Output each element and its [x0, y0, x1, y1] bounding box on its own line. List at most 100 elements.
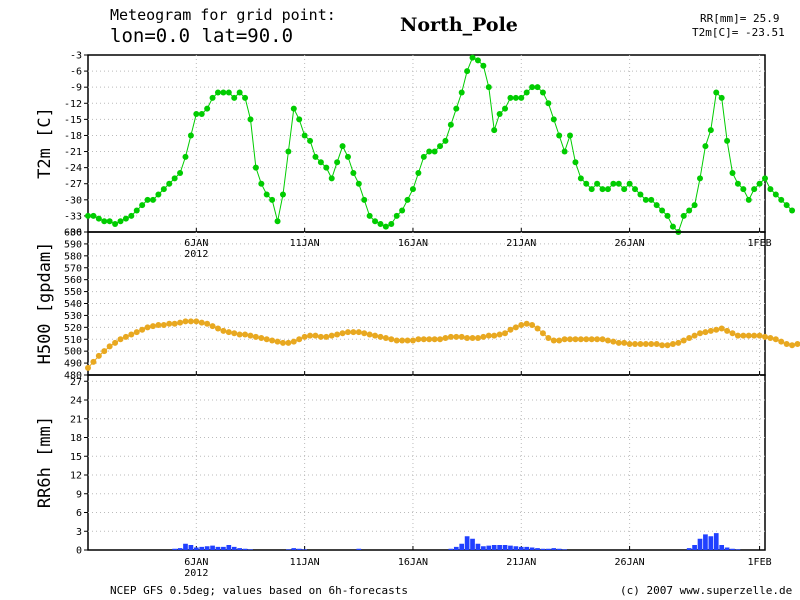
precip-bar: [724, 547, 730, 550]
data-point: [144, 196, 151, 203]
data-point: [225, 329, 232, 336]
data-point: [686, 335, 693, 342]
data-point: [718, 325, 725, 332]
y-tick-label: -33: [64, 211, 82, 222]
precip-bar: [204, 546, 210, 550]
precip-bar: [546, 548, 551, 550]
data-point: [664, 212, 671, 219]
data-point: [366, 331, 373, 338]
data-point: [171, 320, 178, 327]
data-point: [567, 132, 574, 139]
data-point: [762, 175, 768, 182]
y-tick-label: 560: [64, 275, 82, 286]
data-point: [317, 159, 324, 166]
precip-bar: [210, 545, 215, 550]
data-point: [637, 341, 644, 348]
y-tick-label: -36: [64, 228, 82, 239]
precip-bar: [513, 546, 519, 550]
precip-bar: [183, 543, 188, 550]
data-point: [177, 170, 184, 176]
x-date-label: 16JAN: [398, 557, 428, 568]
data-point: [328, 175, 335, 182]
data-point: [323, 333, 330, 340]
data-point: [366, 212, 373, 219]
precip-bar: [486, 545, 492, 550]
data-point: [404, 337, 411, 344]
data-point: [588, 336, 595, 343]
precip-bar: [481, 546, 486, 550]
data-point: [751, 332, 758, 339]
data-point: [680, 337, 687, 344]
t2m-panel: -3 -6 -9 -12 -15 -18 -21 -24 -27 -30 -33 -36 T2m [C]: [35, 51, 796, 239]
data-point: [95, 215, 102, 222]
data-point: [236, 89, 243, 96]
data-point: [372, 218, 379, 225]
data-point: [713, 326, 720, 333]
data-point: [263, 191, 270, 198]
data-point: [431, 148, 438, 155]
data-point: [279, 339, 286, 346]
data-point: [778, 196, 785, 203]
precip-bar: [464, 536, 470, 550]
data-point: [242, 331, 249, 338]
y-tick-label: 480: [64, 371, 82, 382]
data-point: [290, 105, 297, 112]
data-point: [442, 335, 449, 342]
data-point: [339, 330, 346, 337]
data-point: [409, 186, 416, 193]
data-point: [772, 336, 779, 343]
data-point: [382, 223, 389, 230]
y-axis-label: T2m [C]: [35, 107, 55, 179]
data-point: [734, 180, 741, 187]
x-date-label: 11JAN: [290, 238, 320, 249]
data-point: [193, 111, 200, 117]
data-point: [697, 175, 704, 182]
data-point: [697, 330, 704, 337]
data-point: [794, 341, 800, 348]
data-point: [539, 330, 546, 337]
precip-bar: [713, 533, 719, 550]
y-tick-label: -30: [64, 195, 82, 206]
precip-bar: [497, 545, 502, 550]
data-point: [393, 212, 400, 219]
precip-bar: [703, 534, 708, 550]
data-point: [751, 186, 758, 193]
data-point: [680, 212, 687, 219]
data-point: [626, 180, 633, 187]
data-point: [458, 333, 465, 340]
data-point: [312, 153, 319, 160]
y-tick-label: 540: [64, 299, 82, 310]
data-point: [529, 321, 536, 328]
data-point: [307, 332, 314, 339]
data-point: [588, 186, 595, 193]
data-point: [632, 186, 639, 193]
data-point: [518, 94, 525, 101]
data-point: [350, 329, 357, 336]
data-point: [285, 148, 292, 155]
data-point: [296, 116, 303, 123]
title-line-2: lon=0.0 lat=90.0: [110, 25, 294, 47]
precip-bar: [237, 548, 242, 550]
x-date-label: 26JAN: [615, 557, 645, 568]
data-point: [209, 94, 216, 101]
footer-credit: (c) 2007 www.superzelle.de: [620, 584, 793, 597]
data-point: [626, 341, 633, 348]
data-point: [491, 332, 498, 339]
x-date-label: 6JAN: [184, 557, 208, 568]
data-point: [507, 94, 514, 101]
y-tick-label: 510: [64, 335, 82, 346]
data-point: [729, 170, 736, 176]
data-point: [101, 348, 108, 355]
data-point: [664, 342, 671, 349]
data-point: [301, 132, 308, 139]
data-point: [642, 196, 649, 203]
data-point: [767, 335, 774, 342]
data-point: [355, 329, 362, 336]
data-point: [193, 318, 200, 325]
data-point: [106, 218, 113, 225]
data-point: [577, 175, 584, 182]
data-point: [307, 137, 314, 144]
x-year-label: 2012: [184, 249, 208, 260]
data-point: [426, 148, 433, 155]
data-point: [393, 337, 400, 344]
